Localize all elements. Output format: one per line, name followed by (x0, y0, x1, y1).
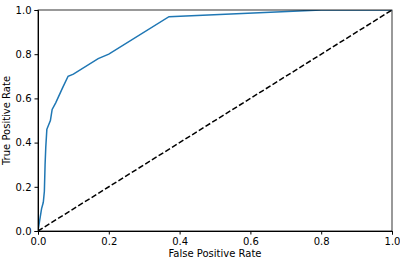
y-tick-mark (35, 10, 39, 11)
x-tick-mark (321, 231, 322, 235)
y-tick-mark (35, 143, 39, 144)
y-axis: 0.0 0.2 0.4 0.6 0.8 1.0 (16, 5, 39, 237)
y-tick: 0.4 (16, 137, 38, 148)
series-group (38, 10, 392, 231)
x-tick: 0.4 (172, 231, 188, 247)
x-tick-mark (392, 231, 393, 235)
x-tick-mark (109, 231, 110, 235)
x-tick-label: 0.2 (101, 236, 117, 247)
y-axis-line (35, 11, 39, 232)
y-tick-mark (35, 98, 39, 99)
y-tick-label: 0.6 (16, 93, 32, 104)
y-tick-label: 0.0 (16, 226, 32, 237)
y-tick: 0.8 (16, 49, 38, 60)
plot: 0.0 0.2 0.4 0.6 0.8 1.0 0.0 0.2 0.4 0.6 0.8 1.0 (16, 5, 400, 247)
x-tick: 0.2 (101, 231, 117, 247)
roc-line (38, 10, 392, 231)
x-tick-mark (180, 231, 181, 235)
x-tick-label: 0.6 (243, 236, 259, 247)
frame (38, 10, 392, 231)
y-tick-label: 0.2 (16, 182, 32, 193)
x-tick: 0.8 (314, 231, 330, 247)
y-axis-title: True Positive Rate (1, 76, 12, 166)
y-tick-mark (35, 231, 39, 232)
x-tick: 0.6 (243, 231, 259, 247)
roc-line (38, 10, 392, 231)
x-tick: 1.0 (385, 231, 400, 247)
y-tick: 0.6 (16, 93, 38, 104)
x-tick-label: 1.0 (385, 236, 400, 247)
x-axis-line (39, 232, 393, 235)
y-tick: 0.0 (16, 226, 38, 237)
y-tick-label: 0.4 (16, 137, 32, 148)
x-tick-mark (250, 231, 251, 235)
y-tick: 1.0 (16, 5, 38, 16)
y-tick: 0.2 (16, 182, 38, 193)
x-axis: 0.0 0.2 0.4 0.6 0.8 1.0 (31, 231, 400, 247)
x-tick-label: 0.8 (314, 236, 330, 247)
x-tick-label: 0.4 (172, 236, 188, 247)
x-axis-title: False Positive Rate (169, 248, 262, 259)
y-tick-label: 1.0 (16, 5, 32, 16)
x-tick-label: 0.0 (31, 236, 47, 247)
y-tick-label: 0.8 (16, 49, 32, 60)
y-tick-mark (35, 54, 39, 55)
y-tick-mark (35, 187, 39, 188)
chart: 0.0 0.2 0.4 0.6 0.8 1.0 0.0 0.2 0.4 0.6 0.8 1.0 Fals… (0, 0, 400, 261)
x-tick: 0.0 (31, 231, 47, 247)
